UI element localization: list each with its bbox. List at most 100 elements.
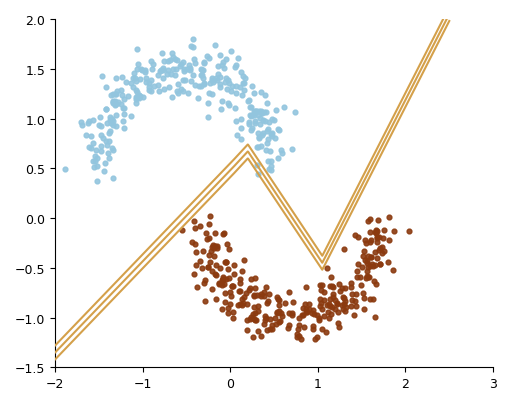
Point bbox=[138, 94, 146, 101]
Point bbox=[366, 263, 374, 270]
Point bbox=[208, 286, 216, 293]
Point bbox=[227, 48, 236, 55]
Point bbox=[274, 156, 282, 162]
Point bbox=[187, 44, 195, 50]
Point bbox=[124, 94, 133, 100]
Point bbox=[337, 302, 346, 308]
Point bbox=[317, 306, 326, 312]
Point bbox=[288, 146, 296, 153]
Point bbox=[367, 237, 375, 243]
Point bbox=[359, 253, 367, 259]
Point bbox=[145, 81, 154, 87]
Point bbox=[132, 94, 140, 100]
Point bbox=[248, 84, 257, 90]
Point bbox=[322, 329, 330, 336]
Point bbox=[255, 136, 263, 142]
Point bbox=[375, 234, 383, 241]
Point bbox=[352, 268, 360, 275]
Point bbox=[266, 326, 274, 333]
Point bbox=[267, 164, 275, 170]
Point bbox=[318, 282, 326, 288]
Point bbox=[122, 79, 131, 85]
Point bbox=[256, 116, 264, 122]
Point bbox=[218, 98, 226, 105]
Point bbox=[371, 262, 379, 268]
Point bbox=[204, 264, 212, 271]
Point bbox=[236, 288, 244, 294]
Point bbox=[333, 320, 342, 327]
Point bbox=[261, 119, 269, 125]
Point bbox=[359, 248, 368, 254]
Point bbox=[373, 235, 381, 242]
Point bbox=[109, 122, 117, 129]
Point bbox=[218, 277, 226, 284]
Point bbox=[261, 92, 269, 99]
Point bbox=[232, 91, 240, 97]
Point bbox=[237, 137, 245, 143]
Point bbox=[104, 155, 113, 162]
Point bbox=[189, 271, 198, 277]
Point bbox=[222, 276, 230, 282]
Point bbox=[313, 334, 321, 341]
Point bbox=[305, 306, 313, 312]
Point bbox=[258, 132, 266, 139]
Point bbox=[160, 86, 168, 93]
Point bbox=[129, 85, 137, 91]
Point bbox=[118, 75, 126, 81]
Point bbox=[221, 80, 229, 86]
Point bbox=[197, 223, 205, 230]
Point bbox=[136, 77, 144, 83]
Point bbox=[272, 108, 280, 114]
Point bbox=[241, 76, 249, 82]
Point bbox=[244, 98, 252, 105]
Point bbox=[268, 134, 276, 140]
Point bbox=[339, 306, 348, 313]
Point bbox=[243, 317, 251, 323]
Point bbox=[370, 278, 378, 284]
Point bbox=[199, 68, 207, 75]
Point bbox=[275, 297, 283, 304]
Point bbox=[126, 81, 135, 87]
Point bbox=[191, 61, 199, 67]
Point bbox=[320, 296, 328, 303]
Point bbox=[219, 276, 227, 283]
Point bbox=[325, 315, 333, 321]
Point bbox=[273, 294, 281, 301]
Point bbox=[120, 105, 128, 112]
Point bbox=[311, 336, 319, 343]
Point bbox=[354, 234, 362, 241]
Point bbox=[206, 259, 215, 266]
Point bbox=[292, 331, 301, 337]
Point bbox=[239, 92, 247, 99]
Point bbox=[204, 114, 212, 121]
Point bbox=[210, 245, 218, 252]
Point bbox=[205, 91, 213, 97]
Point bbox=[257, 291, 265, 297]
Point bbox=[310, 311, 318, 318]
Point bbox=[208, 75, 217, 82]
Point bbox=[288, 312, 296, 319]
Point bbox=[119, 106, 127, 112]
Point bbox=[155, 89, 163, 96]
Point bbox=[315, 296, 324, 302]
Point bbox=[247, 104, 255, 111]
Point bbox=[272, 309, 281, 316]
Point bbox=[60, 166, 69, 173]
Point bbox=[284, 324, 292, 331]
Point bbox=[254, 303, 262, 309]
Point bbox=[327, 274, 335, 281]
Point bbox=[370, 249, 378, 255]
Point bbox=[207, 92, 216, 98]
Point bbox=[220, 65, 228, 72]
Point bbox=[106, 115, 114, 121]
Point bbox=[158, 51, 166, 57]
Point bbox=[205, 56, 214, 62]
Point bbox=[326, 296, 334, 302]
Point bbox=[216, 82, 224, 88]
Point bbox=[264, 137, 272, 143]
Point bbox=[188, 239, 196, 245]
Point bbox=[364, 274, 372, 280]
Point bbox=[136, 94, 144, 100]
Point bbox=[96, 114, 104, 121]
Point bbox=[250, 304, 258, 311]
